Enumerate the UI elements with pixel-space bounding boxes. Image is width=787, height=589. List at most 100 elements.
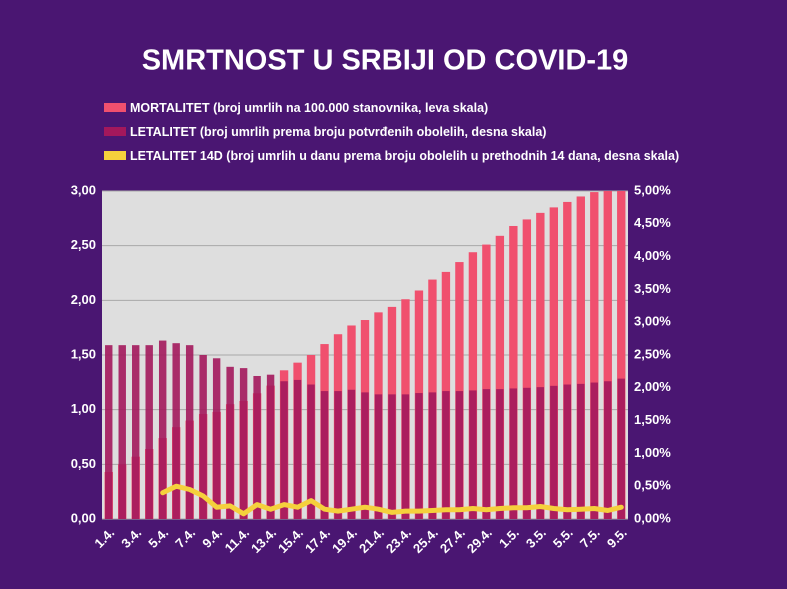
- bar: [105, 345, 113, 519]
- bar: [428, 392, 437, 519]
- x-tick-label: 13.4.: [248, 525, 279, 556]
- legend-swatch: [104, 103, 126, 112]
- chart-title: SMRTNOST U SRBIJI OD COVID-19: [142, 45, 629, 77]
- bar: [617, 378, 625, 519]
- bar: [603, 191, 612, 519]
- x-tick-label: 19.4.: [329, 525, 360, 556]
- y-tick-label: 3,00: [71, 182, 96, 197]
- x-tick-label: 5.4.: [145, 525, 171, 551]
- bar: [495, 235, 505, 519]
- y-tick-label: 0,00: [71, 510, 96, 525]
- bar: [604, 381, 612, 519]
- x-tick-label: 5.5.: [550, 525, 576, 551]
- bar: [563, 384, 572, 519]
- x-tick-label: 3.4.: [118, 525, 144, 551]
- x-tick-label: 1.5.: [496, 525, 522, 551]
- bar: [266, 374, 275, 519]
- y-tick-label: 2,50: [71, 237, 96, 252]
- legend-swatch: [104, 127, 126, 136]
- x-tick-label: 15.4.: [275, 525, 306, 556]
- bar: [509, 225, 518, 519]
- bar: [442, 391, 450, 519]
- x-tick-label: 21.4.: [356, 525, 387, 556]
- y2-tick-label: 0,50%: [634, 478, 671, 493]
- x-tick-label: 7.5.: [577, 525, 603, 551]
- x-tick-label: 11.4.: [222, 525, 253, 556]
- legend-entry: MORTALITET (broj umrlih na 100.000 stano…: [104, 100, 684, 116]
- bar: [563, 201, 572, 519]
- bar: [469, 390, 477, 519]
- x-tick-label: 7.4.: [172, 525, 198, 551]
- bar: [293, 379, 302, 519]
- y2-tick-label: 4,00%: [634, 248, 671, 263]
- bar: [199, 355, 207, 519]
- bar: [132, 345, 140, 519]
- bar: [617, 191, 626, 519]
- bar: [374, 394, 383, 519]
- legend-label: MORTALITET (broj umrlih na 100.000 stano…: [130, 101, 489, 115]
- y-tick-label: 1,50: [71, 346, 96, 361]
- bar: [509, 388, 518, 519]
- bar: [455, 391, 464, 519]
- x-tick-label: 27.4.: [437, 525, 468, 556]
- bar: [550, 385, 558, 519]
- y2-tick-label: 0,00%: [634, 510, 671, 525]
- bar: [496, 389, 504, 519]
- y2-tick-label: 1,50%: [634, 412, 671, 427]
- bar: [226, 366, 234, 519]
- y2-tick-label: 5,00%: [634, 182, 671, 197]
- x-tick-label: 9.4.: [199, 525, 225, 551]
- bar: [388, 394, 396, 519]
- bar: [280, 381, 288, 519]
- x-tick-label: 25.4.: [410, 525, 441, 556]
- bar: [158, 340, 167, 519]
- y-tick-label: 0,50: [71, 456, 96, 471]
- bar: [536, 387, 545, 519]
- bar: [590, 192, 599, 520]
- bar: [482, 389, 491, 519]
- bar: [523, 387, 531, 519]
- line: [160, 483, 624, 517]
- bar: [468, 252, 478, 519]
- legend-swatch: [104, 151, 126, 160]
- bar: [145, 345, 153, 519]
- bar: [172, 343, 180, 519]
- bar: [239, 368, 248, 519]
- y2-tick-label: 3,50%: [634, 281, 671, 296]
- bar: [347, 389, 356, 519]
- y2-tick-label: 4,50%: [634, 215, 671, 230]
- y2-tick-label: 2,00%: [634, 379, 671, 394]
- x-tick-label: 29.4.: [464, 525, 495, 556]
- y2-tick-label: 2,50%: [634, 346, 671, 361]
- legend-entry: LETALITET 14D (broj umrlih u danu prema …: [104, 148, 684, 164]
- bar: [536, 212, 545, 519]
- bar: [401, 394, 410, 519]
- x-tick-label: 17.4.: [302, 525, 333, 556]
- bar: [307, 384, 315, 519]
- y2-tick-label: 1,00%: [634, 445, 671, 460]
- legend-entry: LETALITET (broj umrlih prema broju potvr…: [104, 124, 684, 140]
- bar: [590, 382, 598, 519]
- y-tick-label: 1,00: [71, 401, 96, 416]
- bar: [253, 375, 261, 519]
- bar: [118, 345, 126, 519]
- y-tick-label: 2,00: [71, 292, 96, 307]
- legend-label: LETALITET 14D (broj umrlih u danu prema …: [130, 149, 680, 163]
- bar: [320, 391, 329, 519]
- bar: [577, 383, 585, 519]
- bar: [455, 262, 464, 519]
- legend-label: LETALITET (broj umrlih prema broju potvr…: [130, 125, 547, 139]
- bar: [212, 358, 221, 519]
- x-tick-label: 3.5.: [523, 525, 549, 551]
- x-tick-label: 1.4.: [91, 525, 117, 551]
- x-tick-label: 23.4.: [383, 525, 414, 556]
- bar: [185, 345, 194, 519]
- bar: [334, 391, 342, 519]
- bar: [522, 219, 532, 519]
- x-tick-label: 9.5.: [604, 525, 630, 551]
- bar: [415, 393, 423, 519]
- bar: [361, 392, 369, 519]
- bar: [549, 207, 559, 519]
